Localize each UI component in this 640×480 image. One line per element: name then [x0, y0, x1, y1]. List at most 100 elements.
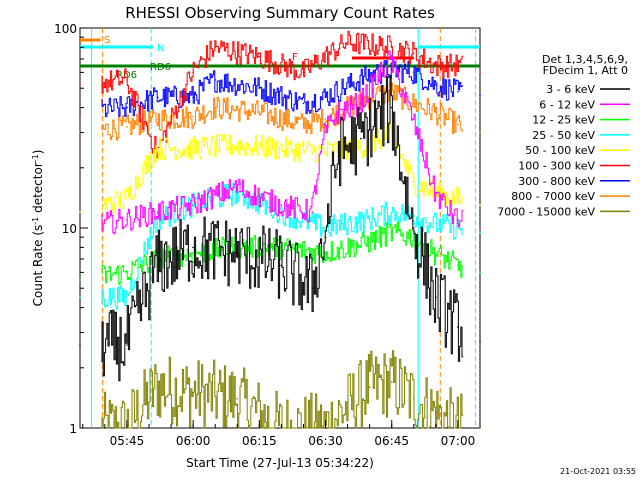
data-point [126, 344, 128, 346]
data-point [457, 264, 459, 267]
data-point [258, 111, 261, 113]
series-line [101, 350, 464, 429]
data-point [192, 147, 194, 150]
data-point [236, 397, 239, 400]
data-point [412, 236, 415, 238]
data-point [280, 264, 283, 267]
data-point [368, 241, 371, 243]
data-point [126, 197, 128, 200]
data-point [435, 64, 437, 67]
y-axis-label: Count Rate (s-1 detector-1) [31, 150, 46, 307]
data-point [479, 231, 481, 234]
data-point [302, 102, 305, 105]
data-point [157, 264, 159, 267]
x-axis: 05:45 06:00 06:15 06:30 06:45 07:00 [82, 420, 481, 448]
y-axis-label-end: ) [31, 150, 45, 155]
series-line [101, 30, 464, 159]
data-point [435, 191, 437, 194]
data-point [126, 218, 128, 221]
data-point [79, 296, 81, 299]
data-point [126, 296, 128, 299]
data-point [79, 83, 81, 86]
data-point [479, 204, 481, 207]
data-point [311, 211, 314, 213]
data-point [157, 147, 159, 150]
state-annotation: RD6 [116, 70, 137, 81]
data-point [435, 83, 437, 86]
legend-entry-label: 25 - 50 keV [532, 129, 595, 142]
data-point [236, 144, 239, 146]
legend-entry-label: 7000 - 15000 keV [497, 205, 595, 218]
data-point [126, 271, 128, 274]
data-point [390, 381, 393, 383]
y-axis-label-sup1: -1 [31, 217, 40, 225]
data-point [79, 211, 81, 213]
data-point [435, 411, 437, 413]
data-point [311, 287, 314, 290]
data-point [412, 181, 415, 183]
data-point [368, 144, 371, 146]
legend-entry-label: 300 - 800 keV [518, 175, 595, 188]
data-point [302, 71, 305, 74]
data-point [192, 71, 194, 74]
data-point [368, 218, 371, 221]
chart-title: RHESSI Observing Summary Count Rates [125, 4, 435, 22]
data-point [390, 46, 393, 49]
y-axis: 1 10 100 [54, 22, 88, 436]
data-point [157, 118, 159, 120]
data-point [457, 218, 459, 221]
data-point [157, 386, 159, 388]
data-point [457, 326, 459, 328]
data-point [214, 79, 216, 81]
data-point [214, 106, 216, 109]
data-point [479, 71, 481, 74]
data-point [457, 197, 459, 200]
legend: Det 1,3,4,5,6,9,FDecim 1, Att 0 3 - 6 keV… [497, 53, 630, 218]
y-axis-label-main: Count Rate (s [31, 225, 45, 307]
x-axis-label: Start Time (27-Jul-13 05:34:22) [186, 456, 374, 470]
legend-entry-label: 3 - 6 keV [546, 83, 595, 96]
state-annotation: RD6 [150, 62, 171, 73]
data-point [126, 126, 128, 128]
data-point [324, 252, 327, 254]
data-point [280, 204, 283, 207]
data-point [236, 186, 239, 188]
data-point [324, 96, 327, 99]
data-point [360, 137, 362, 140]
data-point [157, 218, 159, 221]
data-point [435, 296, 437, 299]
data-point [457, 64, 459, 67]
data-point [157, 96, 159, 99]
series-line [101, 74, 464, 382]
data-point [412, 118, 415, 120]
data-point [412, 71, 415, 74]
data-point [346, 41, 349, 43]
data-point [479, 94, 481, 97]
legend-header: Det 1,3,4,5,6,9, [542, 53, 628, 66]
data-point [390, 231, 393, 234]
y-axis-label-sup2: -1 [31, 154, 40, 162]
data-point [324, 236, 327, 238]
data-point [324, 118, 327, 120]
data-point [390, 58, 393, 60]
data-point [79, 111, 81, 113]
data-point [214, 46, 216, 49]
data-point [368, 74, 371, 77]
data-point [435, 111, 437, 113]
x-tick-label: 07:00 [441, 434, 476, 448]
data-point [192, 246, 194, 249]
data-point [457, 227, 459, 229]
x-tick-label: 06:15 [242, 434, 277, 448]
data-point [390, 211, 393, 213]
data-point [79, 344, 81, 346]
data-point [390, 106, 393, 109]
data-point [302, 123, 305, 126]
data-point [412, 227, 415, 229]
data-point [79, 279, 81, 281]
data-point [192, 252, 194, 254]
data-point [126, 79, 128, 81]
series-line [101, 82, 464, 141]
data-point [324, 131, 327, 134]
state-annotation: F [292, 52, 298, 63]
